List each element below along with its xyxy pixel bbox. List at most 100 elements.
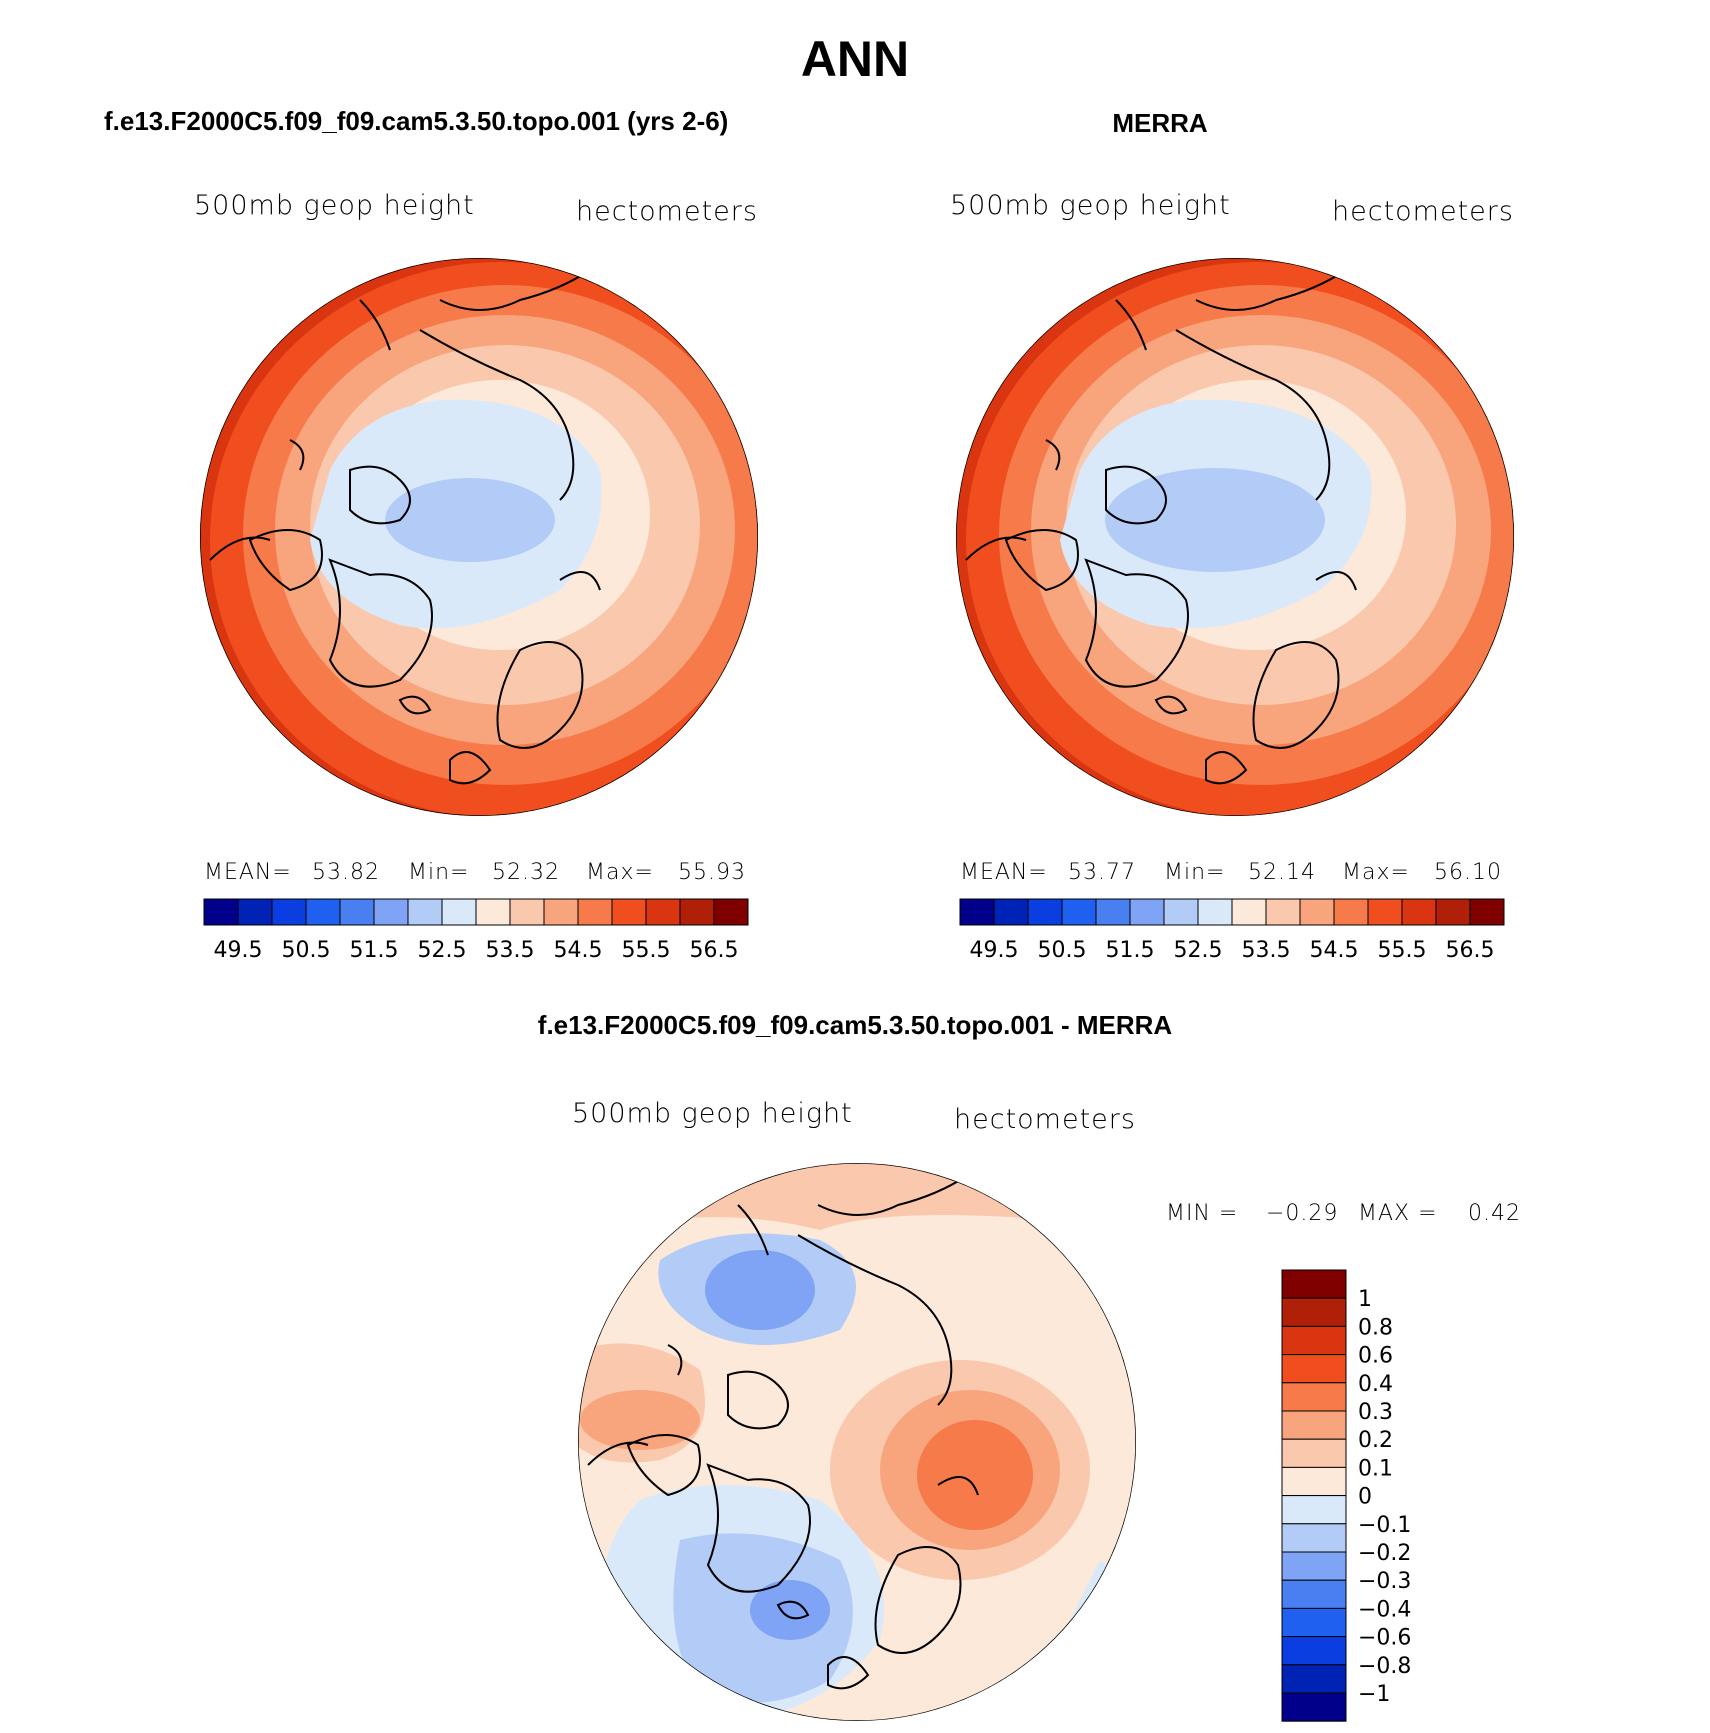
panel-3-colorbar-box <box>1281 1269 1347 1299</box>
panel-1-colorbar-tick-label: 56.5 <box>690 938 739 963</box>
panel-2-colorbar-box <box>1027 898 1063 926</box>
panel-1-colorbar-box <box>577 898 613 926</box>
panel-2-colorbar-box <box>1401 898 1437 926</box>
panel-1-colorbar-tick-label: 53.5 <box>486 938 535 963</box>
panel-2-max-label: Max= <box>1342 860 1410 885</box>
panel-2-colorbar-box <box>1197 898 1233 926</box>
panel-2-colorbar-tick-label: 52.5 <box>1174 938 1223 963</box>
panel-1-colorbar-tick-label: 54.5 <box>554 938 603 963</box>
panel-3-colorbar-box <box>1281 1382 1347 1412</box>
panel-1-colorbar-box <box>679 898 715 926</box>
panel-3-colorbar-box <box>1281 1664 1347 1694</box>
panel-2-colorbar-box <box>1265 898 1301 926</box>
panel-2-mean-value: 53.77 <box>1068 860 1136 885</box>
panel-2-coastlines <box>965 269 1357 785</box>
panel-3-max-label: MAX = <box>1358 1201 1438 1226</box>
panel-1-map <box>200 258 758 816</box>
panel-1-colorbar-box <box>713 898 749 926</box>
panel-3-colorbar-box <box>1281 1551 1347 1581</box>
panel-2-map <box>956 258 1514 816</box>
panel-2-title: MERRA <box>1112 108 1208 138</box>
panel-2-colorbar-box <box>1469 898 1505 926</box>
panel-1-colorbar-box <box>475 898 511 926</box>
panel-1-colorbar-box <box>509 898 545 926</box>
panel-2-colorbar: 49.5 50.5 51.5 52.5 53.5 54.5 55.5 56.5 <box>959 898 1505 963</box>
panel-3-variable-label: 500mb geop height <box>572 1098 853 1129</box>
panel-3-colorbar-box <box>1281 1354 1347 1384</box>
panel-2-max-value: 56.10 <box>1434 860 1502 885</box>
panel-3-colorbar-box <box>1281 1325 1347 1356</box>
panel-2-colorbar-box <box>959 898 995 926</box>
panel-3-colorbar-tick-label: 0.1 <box>1358 1456 1393 1481</box>
panel-1-mean-label: MEAN= <box>204 860 292 885</box>
panel-2-min-value: 52.14 <box>1248 860 1316 885</box>
panel-1-min-value: 52.32 <box>492 860 560 885</box>
panel-2-colorbar-box <box>1367 898 1403 926</box>
panel-3-colorbar-tick-label: 1 <box>1358 1287 1372 1312</box>
panel-1-colorbar-tick-label: 50.5 <box>282 938 331 963</box>
panel-1-title: f.e13.F2000C5.f09_f09.cam5.3.50.topo.001… <box>104 106 729 136</box>
panel-1-colorbar-box <box>305 898 341 926</box>
panel-3-colorbar-box <box>1281 1495 1347 1525</box>
panel-1-colorbar-box <box>373 898 409 926</box>
figure-title: ANN <box>800 31 910 87</box>
panel-3-colorbar-tick-label: 0.8 <box>1358 1315 1393 1340</box>
panel-3-colorbar-box <box>1281 1692 1347 1722</box>
panel-3-colorbar-tick-label: 0 <box>1358 1485 1372 1510</box>
panel-3-coastlines <box>587 1174 979 1690</box>
panel-2-colorbar-box <box>1163 898 1199 926</box>
panel-3-colorbar-box <box>1281 1579 1347 1609</box>
panel-3-colorbar-tick-label: 0.3 <box>1358 1400 1393 1425</box>
panel-3-colorbar-box <box>1281 1523 1347 1553</box>
panel-2-colorbar-tick-label: 50.5 <box>1038 938 1087 963</box>
panel-1-colorbar-tick-label: 55.5 <box>622 938 671 963</box>
panel-3-colorbar-tick-label: −0.2 <box>1358 1541 1411 1566</box>
panel-2-colorbar-tick-label: 51.5 <box>1106 938 1155 963</box>
panel-1-colorbar-box <box>237 898 273 926</box>
panel-2-colorbar-box <box>1061 898 1097 926</box>
panel-1-colorbar: 49.5 50.5 51.5 52.5 53.5 54.5 55.5 56.5 <box>203 898 749 963</box>
panel-1-colorbar-box <box>611 898 647 926</box>
panel-3-colorbar-box <box>1281 1297 1347 1327</box>
panel-3-min-value: −0.29 <box>1266 1201 1339 1226</box>
panel-3-colorbar-tick-label: 0.2 <box>1358 1428 1393 1453</box>
panel-3-max-value: 0.42 <box>1468 1201 1521 1226</box>
panel-2-colorbar-box <box>1095 898 1131 926</box>
panel-2-colorbar-box <box>1129 898 1165 926</box>
panel-3-colorbar-tick-label: −1 <box>1358 1682 1390 1707</box>
panel-3-min-label: MIN = <box>1166 1201 1239 1226</box>
panel-2-colorbar-tick-label: 49.5 <box>970 938 1019 963</box>
panel-2-mean-label: MEAN= <box>960 860 1048 885</box>
panel-1-variable-label: 500mb geop height <box>194 190 475 221</box>
panel-2-colorbar-tick-label: 53.5 <box>1242 938 1291 963</box>
panel-3-colorbar-tick-label: −0.6 <box>1358 1626 1411 1651</box>
panel-1-colorbar-box <box>339 898 375 926</box>
panel-1-max-value: 55.93 <box>678 860 746 885</box>
panel-2-colorbar-box <box>1231 898 1267 926</box>
panel-1-coastlines <box>209 269 601 785</box>
panel-2-colorbar-tick-label: 54.5 <box>1310 938 1359 963</box>
panel-1-colorbar-box <box>543 898 579 926</box>
panel-3-units-label: hectometers <box>954 1104 1136 1135</box>
panel-3-map <box>578 1163 1136 1721</box>
panel-2-min-label: Min= <box>1164 860 1226 885</box>
panel-1-units-label: hectometers <box>576 196 758 227</box>
panel-3-colorbar-tick-label: 0.6 <box>1358 1344 1393 1369</box>
panel-3-colorbar-tick-label: −0.1 <box>1358 1513 1411 1538</box>
panel-1-colorbar-box <box>203 898 239 926</box>
panel-1-min-label: Min= <box>408 860 470 885</box>
panel-3-colorbar: 1 0.8 0.6 0.4 0.3 0.2 0.1 0 −0.1 −0.2 −0.3 −0.4 −0.6… <box>1281 1269 1411 1722</box>
panel-2-colorbar-box <box>1435 898 1471 926</box>
panel-1-colorbar-tick-label: 51.5 <box>350 938 399 963</box>
panel-2-colorbar-box <box>1299 898 1335 926</box>
panel-3-colorbar-tick-label: 0.4 <box>1358 1372 1393 1397</box>
panel-2-colorbar-tick-label: 55.5 <box>1378 938 1427 963</box>
panel-3-colorbar-box <box>1281 1607 1347 1638</box>
panel-1-colorbar-box <box>645 898 681 926</box>
panel-3-colorbar-tick-label: −0.8 <box>1358 1654 1411 1679</box>
panel-3-colorbar-tick-label: −0.3 <box>1358 1569 1411 1594</box>
panel-2-variable-label: 500mb geop height <box>950 190 1231 221</box>
panel-3-colorbar-box <box>1281 1438 1347 1468</box>
panel-3-colorbar-box <box>1281 1636 1347 1666</box>
